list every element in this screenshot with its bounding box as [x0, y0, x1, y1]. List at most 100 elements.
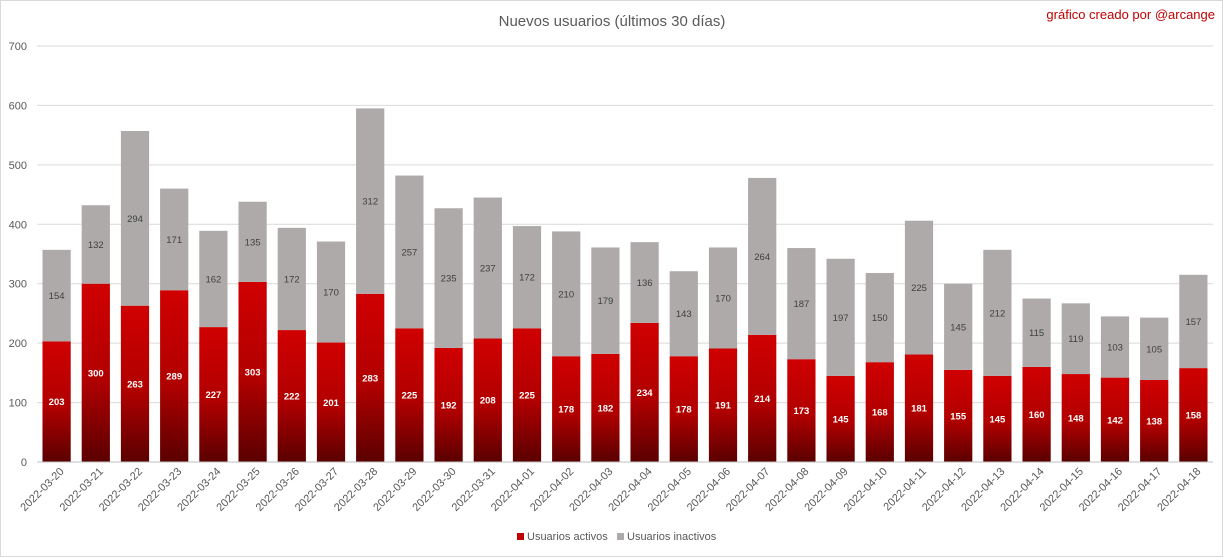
y-tick-label: 600: [9, 100, 27, 112]
data-label-active: 203: [49, 397, 65, 408]
bar-active: [669, 356, 698, 462]
data-label-active: 138: [1146, 416, 1162, 427]
bar-active: [356, 293, 385, 462]
gridlines: [37, 45, 1213, 463]
bar-inactive: [904, 220, 934, 355]
data-label-inactive: 237: [480, 263, 496, 274]
data-label-active: 142: [1107, 415, 1123, 426]
y-tick-label: 200: [9, 338, 27, 350]
data-label-inactive: 119: [1068, 334, 1083, 345]
chart-title: Nuevos usuarios (últimos 30 días): [499, 13, 726, 30]
data-label-inactive: 225: [911, 283, 927, 294]
bar-active: [748, 334, 777, 462]
data-label-inactive: 171: [166, 235, 182, 246]
data-label-inactive: 197: [833, 313, 849, 324]
bar-active: [1140, 379, 1169, 462]
legend-label-active: Usuarios activos: [527, 531, 608, 543]
data-label-inactive: 145: [950, 322, 966, 333]
data-label-inactive: 187: [793, 299, 809, 310]
data-label-active: 155: [950, 411, 967, 422]
y-tick-label: 300: [9, 279, 27, 291]
data-label-inactive: 312: [362, 197, 378, 208]
data-label-active: 225: [401, 391, 418, 402]
bar-active: [983, 375, 1012, 462]
data-label-active: 145: [989, 414, 1006, 425]
data-label-inactive: 235: [441, 274, 457, 285]
data-label-inactive: 294: [127, 214, 143, 225]
bar-inactive: [1140, 317, 1169, 380]
bar-active: [512, 328, 542, 462]
bar-active: [120, 305, 150, 462]
y-tick-label: 0: [21, 457, 27, 469]
data-label-active: 178: [676, 405, 692, 416]
data-label-active: 300: [88, 368, 104, 379]
data-label-active: 173: [793, 406, 809, 417]
bar-inactive: [395, 175, 424, 329]
bar-inactive: [238, 201, 267, 282]
bar-active: [904, 354, 934, 462]
bar-active: [865, 362, 894, 462]
data-label-active: 227: [205, 390, 221, 401]
data-label-inactive: 179: [597, 296, 613, 307]
data-label-inactive: 150: [872, 313, 888, 324]
data-label-active: 303: [245, 367, 261, 378]
bar-active: [1100, 377, 1130, 462]
data-label-active: 158: [1185, 411, 1201, 422]
data-label-inactive: 143: [676, 309, 692, 320]
bar-inactive: [277, 227, 306, 331]
bar-inactive: [160, 188, 189, 291]
legend-swatch-active: [517, 533, 524, 540]
bar-inactive: [512, 226, 542, 329]
data-label-active: 145: [833, 414, 850, 425]
bar-inactive: [708, 247, 738, 349]
data-label-inactive: 135: [245, 237, 261, 248]
bar-active: [591, 353, 620, 462]
data-label-active: 192: [441, 400, 457, 411]
bar-active: [787, 359, 816, 462]
bar-inactive: [669, 271, 698, 357]
data-label-active: 148: [1068, 414, 1084, 425]
data-label-inactive: 136: [637, 278, 653, 289]
data-label-active: 201: [323, 398, 340, 409]
data-label-inactive: 212: [989, 308, 1005, 319]
bar-active: [199, 327, 228, 462]
x-axis: 2022-03-202022-03-212022-03-222022-03-23…: [18, 461, 1213, 514]
data-label-inactive: 115: [1029, 328, 1044, 339]
bar-active: [434, 347, 463, 462]
bar-inactive: [316, 241, 346, 343]
bar-inactive: [434, 208, 463, 348]
y-tick-label: 100: [9, 398, 27, 410]
chart-credit: gráfico creado por @arcange: [1046, 7, 1215, 22]
data-label-active: 222: [284, 392, 300, 403]
bar-inactive: [1022, 298, 1051, 367]
bar-active: [316, 342, 346, 462]
bar-active: [42, 341, 71, 462]
data-label-inactive: 154: [49, 291, 65, 302]
bar-inactive: [826, 258, 855, 376]
bar-active: [473, 338, 502, 462]
bar-inactive: [42, 249, 71, 342]
bar-inactive: [787, 248, 816, 360]
bar-active: [1022, 366, 1051, 462]
data-label-active: 234: [637, 388, 654, 399]
bar-inactive: [1179, 274, 1208, 369]
bar-inactive: [552, 231, 581, 357]
bar-active: [81, 283, 110, 462]
bar-active: [708, 348, 738, 462]
data-label-inactive: 172: [284, 274, 300, 285]
y-tick-label: 500: [9, 160, 27, 172]
data-label-inactive: 210: [558, 289, 574, 300]
bar-active: [1179, 368, 1208, 462]
data-label-active: 182: [597, 403, 613, 414]
bar-inactive: [748, 177, 777, 335]
data-label-inactive: 264: [754, 252, 770, 263]
data-label-active: 289: [166, 372, 182, 383]
data-label-active: 208: [480, 396, 496, 407]
data-label-inactive: 170: [715, 293, 731, 304]
data-label-active: 181: [911, 404, 928, 415]
bar-active: [238, 281, 267, 462]
bar-active: [277, 330, 306, 462]
y-tick-label: 700: [9, 41, 27, 53]
data-label-active: 225: [519, 391, 536, 402]
